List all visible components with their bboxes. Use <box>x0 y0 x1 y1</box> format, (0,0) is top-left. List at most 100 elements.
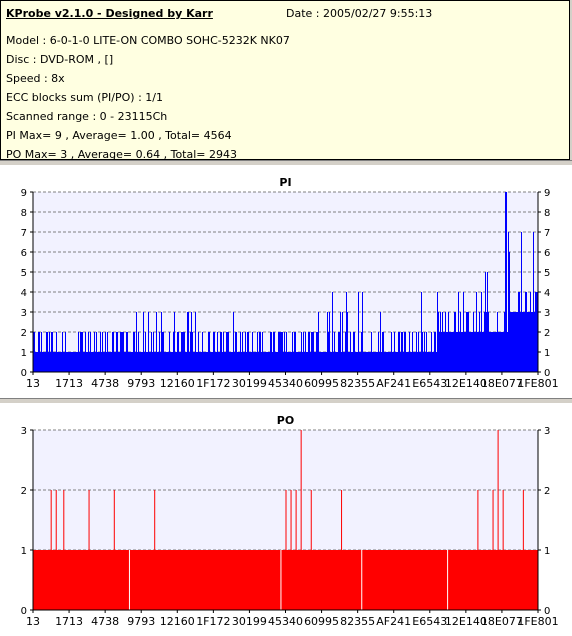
pi-bar <box>523 312 524 372</box>
x-tick-label: 13 <box>26 377 40 390</box>
pi-bar <box>298 352 299 372</box>
y-tick-label-right: 6 <box>544 248 550 259</box>
pi-bar <box>101 352 102 372</box>
pi-bar <box>55 352 56 372</box>
y-tick-label-right: 0 <box>544 606 550 617</box>
pi-bar <box>351 352 352 372</box>
pi-bar <box>123 332 124 372</box>
pi-bar <box>492 332 493 372</box>
pi-bar <box>97 352 98 372</box>
po-spike-2 <box>477 490 479 550</box>
pi-bar <box>213 332 214 372</box>
po-gap <box>128 550 130 610</box>
pi-bar <box>194 352 195 372</box>
pi-bar <box>202 332 203 372</box>
pi-bar <box>406 352 407 372</box>
pi-bar <box>344 352 345 372</box>
pi-bar <box>172 352 173 372</box>
x-tick-label: 9793 <box>127 615 155 628</box>
pi-bar <box>130 352 131 372</box>
pi-bar <box>433 352 434 372</box>
pi-bar <box>151 332 152 372</box>
pi-bar <box>439 332 440 372</box>
pi-bar <box>441 332 442 372</box>
pi-bar <box>471 332 472 372</box>
y-tick-label-left: 6 <box>21 248 27 259</box>
pi-bar <box>87 352 88 372</box>
pi-bar <box>512 312 513 372</box>
pi-bar <box>276 352 277 372</box>
pi-bar <box>150 352 151 372</box>
pi-bar <box>193 352 194 372</box>
pi-bar <box>309 332 310 372</box>
pi-bar <box>419 352 420 372</box>
pi-bar <box>286 332 287 372</box>
pi-bar <box>95 352 96 372</box>
pi-bar <box>221 332 222 372</box>
pi-bar <box>45 352 46 372</box>
pi-bar <box>407 352 408 372</box>
pi-bar <box>137 352 138 372</box>
pi-bar <box>229 352 230 372</box>
disc-line: Disc : DVD-ROM , [] <box>6 53 114 66</box>
pi-bar <box>319 352 320 372</box>
pi-bar <box>390 352 391 372</box>
pi-bar <box>214 332 215 372</box>
pi-bar <box>289 352 290 372</box>
pi-bar <box>40 352 41 372</box>
pi-bar <box>268 352 269 372</box>
pi-bar <box>529 312 530 372</box>
pi-bar <box>489 332 490 372</box>
po-spike-2 <box>341 490 343 550</box>
pi-bar <box>61 352 62 372</box>
pi-bar <box>49 332 50 372</box>
pi-bar <box>332 292 333 372</box>
pi-bar <box>354 332 355 372</box>
pi-bar <box>82 332 83 372</box>
pi-bar <box>431 332 432 372</box>
pi-bar <box>297 352 298 372</box>
pi-bar <box>36 352 37 372</box>
pi-bar <box>139 352 140 372</box>
pi-bar <box>64 352 65 372</box>
pi-bar <box>119 352 120 372</box>
pi-bar <box>152 352 153 372</box>
pi-bar <box>203 352 204 372</box>
pi-bar <box>253 352 254 372</box>
pi-bar <box>219 352 220 372</box>
pi-bar <box>183 332 184 372</box>
po-spike-2 <box>88 490 90 550</box>
pi-bar <box>75 352 76 372</box>
pi-bar <box>420 352 421 372</box>
pi-bar <box>496 332 497 372</box>
pi-bar <box>240 332 241 372</box>
pi-bar <box>149 352 150 372</box>
pi-bar <box>401 332 402 372</box>
pi-bar <box>486 312 487 372</box>
y-tick-label-right: 3 <box>544 308 550 319</box>
pi-bar <box>205 352 206 372</box>
pi-bar <box>494 332 495 372</box>
x-tick-label: 12E140 <box>445 615 487 628</box>
pi-bar <box>176 352 177 372</box>
pi-bar <box>432 352 433 372</box>
pi-bar <box>507 332 508 372</box>
pi-bar <box>191 312 192 372</box>
pi-bar <box>141 352 142 372</box>
pi-bar <box>499 332 500 372</box>
pi-bar <box>269 352 270 372</box>
pi-bar <box>368 352 369 372</box>
pi-bar <box>212 352 213 372</box>
pi-bar <box>373 352 374 372</box>
pi-bar <box>210 352 211 372</box>
pi-bar <box>148 312 149 372</box>
pi-bar <box>477 332 478 372</box>
pi-bar <box>179 352 180 372</box>
pi-bar <box>374 352 375 372</box>
pi-bar <box>118 352 119 372</box>
pi-bar <box>461 332 462 372</box>
x-tick-label: 18E077 <box>481 377 523 390</box>
pi-bar <box>378 332 379 372</box>
pi-bar <box>288 352 289 372</box>
pi-bar <box>501 332 502 372</box>
